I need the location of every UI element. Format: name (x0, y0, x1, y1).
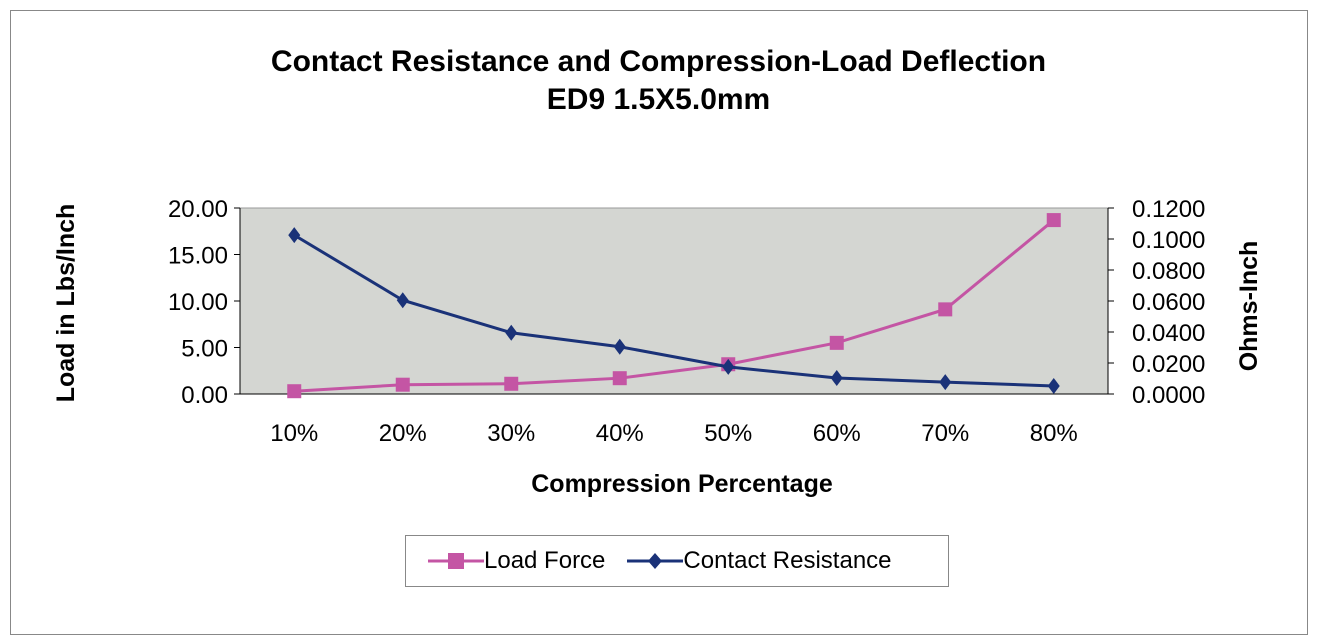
legend: Load Force Contact Resistance (405, 535, 949, 587)
contact-resistance-point (288, 227, 301, 244)
x-axis-label: Compression Percentage (531, 470, 833, 498)
contact-resistance-point (505, 324, 518, 341)
contact-resistance-point (396, 292, 409, 309)
plot-area (239, 207, 1109, 395)
chart-subtitle: ED9 1.5X5.0mm (546, 83, 771, 116)
y-tick-label: 0.00 (181, 382, 228, 409)
load-force-point (1046, 213, 1061, 228)
y-tick-label: 10.00 (168, 289, 228, 316)
y2-axis-label: Ohms-Inch (1235, 241, 1263, 372)
y2-tick-label: 0.0800 (1132, 258, 1205, 285)
contact-resistance-point (613, 338, 626, 355)
y2-tick-label: 0.0400 (1132, 320, 1205, 347)
load-force-point (287, 384, 302, 399)
y2-tick-label: 0.0000 (1132, 382, 1205, 409)
square-marker-icon (428, 553, 484, 569)
load-force-point (938, 302, 953, 317)
series-line-0 (294, 218, 1055, 393)
load-force-point (612, 371, 627, 386)
load-force-point (395, 377, 410, 392)
legend-item-load-force: Load Force (428, 547, 605, 575)
load-force-point (504, 376, 519, 391)
x-tick-label: 20% (379, 420, 427, 447)
chart-frame (10, 10, 1308, 635)
x-tick-label: 60% (813, 420, 861, 447)
x-tick-label: 30% (487, 420, 535, 447)
contact-resistance-point (830, 370, 843, 387)
y2-tick-label: 0.1200 (1132, 196, 1205, 223)
legend-item-contact-resistance: Contact Resistance (627, 547, 892, 575)
x-tick-label: 50% (704, 420, 752, 447)
contact-resistance-point (939, 374, 952, 391)
y-axis-label: Load in Lbs/Inch (52, 204, 80, 403)
y-tick-label: 15.00 (168, 243, 228, 270)
y-tick-label: 20.00 (168, 196, 228, 223)
x-tick-label: 40% (596, 420, 644, 447)
x-tick-label: 80% (1030, 420, 1078, 447)
y2-tick-label: 0.0600 (1132, 289, 1205, 316)
y2-tick-label: 0.0200 (1132, 351, 1205, 378)
load-force-point (829, 335, 844, 350)
y-tick-label: 5.00 (181, 336, 228, 363)
y2-tick-label: 0.1000 (1132, 227, 1205, 254)
series-line-1 (293, 233, 1054, 388)
chart-title: Contact Resistance and Compression-Load … (270, 45, 1047, 78)
contact-resistance-point (722, 358, 735, 375)
legend-label: Contact Resistance (683, 547, 892, 574)
diamond-marker-icon (627, 553, 684, 569)
legend-label: Load Force (484, 547, 606, 574)
x-tick-label: 70% (921, 420, 969, 447)
x-tick-label: 10% (270, 420, 318, 447)
contact-resistance-point (1047, 377, 1060, 394)
